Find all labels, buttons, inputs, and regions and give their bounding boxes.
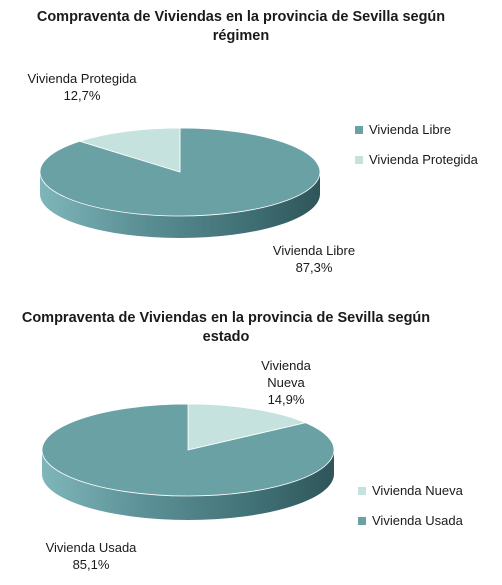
legend-swatch [355, 155, 363, 164]
legend-swatch [358, 486, 366, 495]
pie-chart-estado [41, 403, 335, 520]
slice-label-usada: Vivienda Usada 85,1% [45, 540, 137, 572]
pie-side-wall [40, 172, 320, 238]
legend-item-protegida: Vivienda Protegida [355, 151, 478, 168]
pie-slice-vivienda-protegida [78, 127, 181, 173]
legend: Vivienda Libre Vivienda Protegida [355, 121, 478, 181]
legend-item-nueva: Vivienda Nueva [358, 482, 463, 499]
pie-slice-vivienda-usada [41, 403, 335, 497]
legend-item-libre: Vivienda Libre [355, 121, 478, 138]
legend-item-usada: Vivienda Usada [358, 512, 463, 529]
legend-swatch [358, 516, 366, 525]
slice-label-protegida: Vivienda Protegida 12,7% [27, 71, 137, 103]
chart-title: Compraventa de Viviendas en la provincia… [36, 9, 446, 44]
legend-swatch [355, 125, 363, 134]
chart-title: Compraventa de Viviendas en la provincia… [21, 310, 431, 345]
slice-label-libre: Vivienda Libre 87,3% [272, 243, 356, 275]
pie-slice-vivienda-libre [39, 127, 321, 217]
pie-slice-vivienda-nueva [187, 403, 307, 451]
chart-estado: Compraventa de Viviendas en la provincia… [0, 300, 502, 585]
slice-label-nueva: Vivienda Nueva 14,9% [261, 358, 311, 407]
pie-chart-regimen [39, 127, 321, 238]
chart-regimen: Compraventa de Viviendas en la provincia… [0, 0, 502, 290]
legend: Vivienda Nueva Vivienda Usada [358, 482, 463, 542]
pie-side-wall [42, 450, 334, 520]
